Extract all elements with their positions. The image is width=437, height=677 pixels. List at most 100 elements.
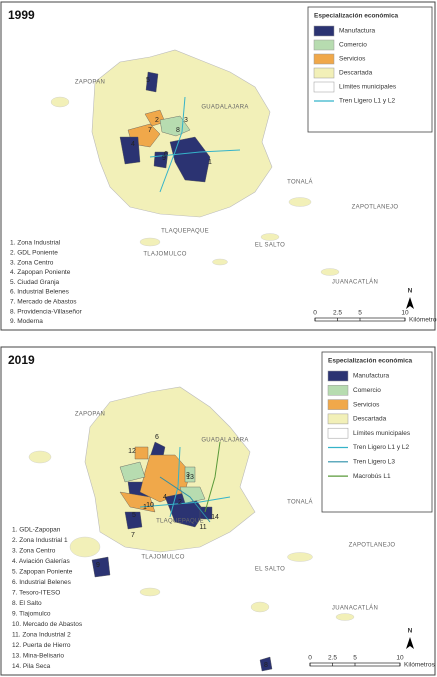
- municipality-label: TLAQUEPAQUE: [161, 229, 209, 235]
- legend-label: Tren Ligero L3: [353, 459, 395, 466]
- legend-title: Especialización económica: [328, 358, 413, 365]
- municipality-label: JUANACATLÁN: [332, 279, 378, 286]
- north-label: N: [408, 628, 413, 635]
- legend-label: Manufactura: [353, 373, 390, 380]
- scale-label: 0: [313, 310, 317, 317]
- descartada-area: [139, 237, 161, 247]
- legend-label: Tren Ligero L1 y L2: [353, 444, 410, 451]
- zone-number: 9: [96, 562, 100, 569]
- municipality-label: TONALÁ: [287, 179, 313, 186]
- descartada-area: [139, 587, 161, 597]
- legend-title: Especialización económica: [314, 13, 399, 20]
- legend-swatch: [327, 413, 349, 425]
- scale-label: 2.5: [333, 310, 342, 317]
- zone-list-item: 7. Mercado de Abastos: [10, 299, 77, 306]
- zone-area: [259, 656, 273, 672]
- legend-label: Manufactura: [339, 28, 376, 35]
- legend-label: Comercio: [339, 42, 367, 49]
- zone-list-item: 9. Tlajomulco: [12, 611, 51, 618]
- zone-number: 13: [186, 474, 194, 481]
- zone-list-item: 12. Puerta de Hierro: [12, 642, 71, 649]
- descartada-area: [250, 601, 270, 613]
- transit-line: [159, 476, 211, 523]
- scale-label: 5: [353, 655, 357, 662]
- zone-list-item: 4. Zapopan Poniente: [10, 269, 71, 276]
- zone-area: [119, 461, 146, 483]
- zone-number: 1: [208, 159, 212, 166]
- legend-swatch: [327, 427, 349, 439]
- scale-label: 10: [396, 655, 404, 662]
- zone-number: 2: [155, 117, 159, 124]
- legend-label: Descartada: [339, 70, 373, 77]
- zone-list-item: 1. Zona Industrial: [10, 240, 61, 247]
- zone-number: 9: [162, 155, 166, 162]
- legend-label: Macrobús L1: [353, 473, 391, 480]
- map-panel: 1999 ZAPOPAN GUADALAJARA TONALÁ TLAQUEPAQUE Z…: [0, 1, 437, 331]
- north-arrow: [406, 297, 414, 309]
- zone-number: 7: [148, 127, 152, 134]
- zone-number: 3: [184, 117, 188, 124]
- north-arrow: [406, 637, 414, 649]
- scale-label: 10: [401, 310, 409, 317]
- zone-area: [134, 446, 149, 460]
- zone-number: 6: [155, 434, 159, 441]
- zone-list-item: 8. Providencia-Villaseñor: [10, 308, 83, 315]
- year-label: 2019: [8, 353, 35, 367]
- zone-area: [169, 136, 211, 183]
- descartada-area: [320, 268, 340, 276]
- municipality-label: JUANACATLÁN: [332, 605, 378, 612]
- municipality-label: GUADALAJARA: [201, 438, 248, 444]
- zone-number: 8: [264, 662, 268, 669]
- descartada-area: [288, 197, 312, 207]
- descartada-area: [287, 552, 313, 562]
- north-label: N: [408, 288, 413, 295]
- zone-area: [91, 556, 111, 578]
- transit-line: [149, 149, 241, 158]
- zone-list-item: 9. Moderna: [10, 318, 43, 325]
- legend-label: Límites municipales: [339, 84, 397, 91]
- zone-number: 8: [176, 127, 180, 134]
- zone-list-item: 4. Aviación Galerías: [12, 558, 70, 565]
- zone-list-item: 5. Ciudad Granja: [10, 279, 60, 286]
- legend-swatch: [313, 81, 335, 93]
- municipality-label: ZAPOTLANEJO: [349, 543, 396, 549]
- transit-line: [169, 446, 181, 518]
- zone-number: 5: [132, 512, 136, 519]
- zone-list-item: 14. Pila Seca: [12, 663, 51, 670]
- transit-line: [159, 96, 186, 193]
- zone-area: [184, 466, 196, 483]
- legend-label: Descartada: [353, 416, 387, 423]
- scale-unit: Kilómetros: [404, 662, 435, 669]
- zone-number: 12: [128, 448, 136, 455]
- legend-swatch: [327, 399, 349, 410]
- legend-swatch: [313, 39, 335, 51]
- zone-list-item: 6. Industrial Belenes: [12, 579, 72, 586]
- municipality-label: TLAQUEPAQUE: [156, 519, 204, 525]
- descartada-area: [69, 536, 101, 558]
- zone-list-item: 6. Industrial Belenes: [10, 289, 70, 296]
- zone-number: 4: [131, 141, 135, 148]
- legend-label: Comercio: [353, 387, 381, 394]
- legend-label: Servicios: [339, 56, 366, 63]
- zone-number: 11: [199, 524, 206, 531]
- legend-swatch: [313, 53, 335, 65]
- transit-line: [204, 441, 221, 513]
- zone-area: [199, 506, 213, 520]
- legend-swatch: [327, 370, 349, 382]
- descartada-area: [212, 258, 228, 266]
- zone-number: 10: [146, 502, 154, 509]
- scale-label: 0: [308, 655, 312, 662]
- zone-list-item: 11. Zona Industrial 2: [12, 632, 71, 639]
- zone-list-item: 13. Mina-Belisario: [12, 653, 64, 660]
- zone-number: 14: [211, 514, 219, 521]
- zone-area: [145, 71, 159, 93]
- zone-list-item: 10. Mercado de Abastos: [12, 621, 83, 628]
- zone-area: [124, 511, 143, 530]
- scale-label: 5: [358, 310, 362, 317]
- zone-list-item: 2. Zona Industrial 1: [12, 537, 68, 544]
- municipality-label: ZAPOPAN: [75, 412, 105, 418]
- legend-label: Tren Ligero L1 y L2: [339, 98, 396, 105]
- municipality-label: ZAPOTLANEJO: [352, 205, 399, 211]
- legend-swatch: [313, 25, 335, 37]
